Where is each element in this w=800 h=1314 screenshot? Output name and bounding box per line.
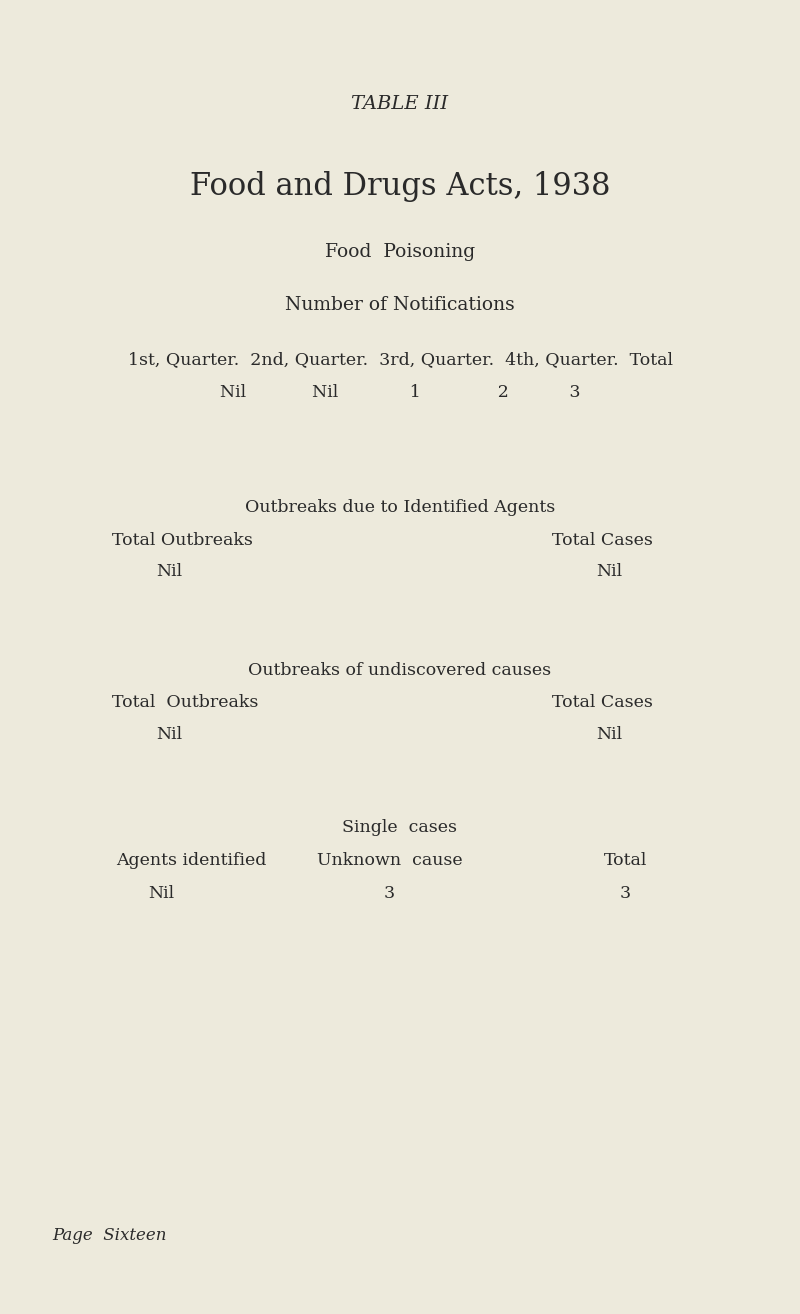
Text: Total  Outbreaks: Total Outbreaks [112, 695, 258, 711]
Text: Number of Notifications: Number of Notifications [285, 296, 515, 314]
Text: 3: 3 [384, 886, 395, 901]
Text: Outbreaks of undiscovered causes: Outbreaks of undiscovered causes [249, 662, 551, 678]
Text: Nil: Nil [596, 727, 622, 742]
Text: Unknown  cause: Unknown cause [317, 853, 462, 869]
Text: Food  Poisoning: Food Poisoning [325, 243, 475, 261]
Text: Total Cases: Total Cases [552, 532, 653, 548]
Text: Page  Sixteen: Page Sixteen [52, 1227, 166, 1243]
Text: Total Cases: Total Cases [552, 695, 653, 711]
Text: Nil: Nil [596, 564, 622, 579]
Text: Food and Drugs Acts, 1938: Food and Drugs Acts, 1938 [190, 171, 610, 202]
Text: Outbreaks due to Identified Agents: Outbreaks due to Identified Agents [245, 499, 555, 515]
Text: 1st, Quarter.  2nd, Quarter.  3rd, Quarter.  4th, Quarter.  Total: 1st, Quarter. 2nd, Quarter. 3rd, Quarter… [127, 352, 673, 368]
Text: Total Outbreaks: Total Outbreaks [112, 532, 253, 548]
Text: 3: 3 [620, 886, 631, 901]
Text: Single  cases: Single cases [342, 820, 458, 836]
Text: TABLE III: TABLE III [351, 95, 449, 113]
Text: Total: Total [604, 853, 647, 869]
Text: Nil: Nil [156, 727, 182, 742]
Text: Nil: Nil [148, 886, 174, 901]
Text: Nil: Nil [156, 564, 182, 579]
Text: Nil            Nil             1              2           3: Nil Nil 1 2 3 [220, 385, 580, 401]
Text: Agents identified: Agents identified [116, 853, 266, 869]
